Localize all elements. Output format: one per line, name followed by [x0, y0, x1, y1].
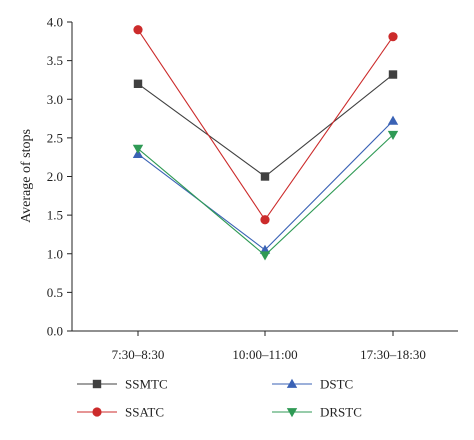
legend-item-ssmtc: SSMTC: [77, 377, 168, 392]
y-axis-title: Average of stops: [19, 129, 34, 223]
data-point-ssatc: [388, 32, 398, 42]
axes: Average of stops: [19, 22, 458, 332]
legend-marker: [286, 408, 298, 418]
legend-marker: [286, 378, 298, 388]
y-tick-label: 2.5: [47, 130, 63, 145]
x-ticks: 7:30–8:30 10:00–11:00 17:30–18:30: [112, 331, 426, 362]
y-tick-label: 3.0: [47, 92, 63, 107]
series-line-ssatc: [137, 29, 394, 221]
y-tick-label: 0.5: [47, 285, 63, 300]
series-ssatc: [133, 25, 398, 225]
series-line-dstc: [137, 120, 394, 251]
data-point-dstc: [387, 115, 399, 125]
data-point-ssatc: [133, 25, 143, 35]
data-point-drstc: [259, 251, 271, 261]
legend-item-dstc: DSTC: [272, 377, 353, 392]
y-tick-label: 0.0: [47, 324, 63, 339]
series-lines: [132, 25, 399, 261]
series-drstc: [132, 130, 399, 261]
data-point-ssatc: [260, 215, 270, 225]
legend: SSMTC SSATC DSTC DRSTC: [77, 377, 362, 420]
x-tick-label: 17:30–18:30: [360, 347, 426, 362]
y-ticks: 0.0 0.5 1.0 1.5 2.0 2.5 3.0 3.5 4.0: [47, 15, 72, 339]
data-point-drstc: [387, 130, 399, 140]
legend-label: SSMTC: [125, 377, 168, 392]
legend-item-drstc: DRSTC: [272, 405, 362, 420]
legend-marker: [92, 379, 102, 389]
legend-item-ssatc: SSATC: [77, 405, 164, 420]
data-point-ssmtc: [260, 172, 270, 181]
x-tick-label: 10:00–11:00: [232, 347, 297, 362]
y-tick-label: 1.0: [47, 246, 63, 261]
legend-marker: [92, 407, 102, 417]
series-dstc: [132, 115, 399, 254]
y-tick-label: 3.5: [47, 53, 63, 68]
y-tick-label: 2.0: [47, 169, 63, 184]
y-tick-label: 4.0: [47, 15, 63, 30]
legend-label: DSTC: [320, 377, 353, 392]
legend-label: DRSTC: [320, 405, 362, 420]
data-point-ssmtc: [133, 79, 143, 88]
y-tick-label: 1.5: [47, 208, 63, 223]
series-line-drstc: [137, 134, 394, 257]
data-point-ssmtc: [388, 70, 398, 79]
x-tick-label: 7:30–8:30: [112, 347, 165, 362]
series-ssmtc: [133, 70, 398, 181]
series-line-ssmtc: [137, 74, 394, 178]
legend-label: SSATC: [125, 405, 164, 420]
data-point-drstc: [132, 144, 144, 154]
